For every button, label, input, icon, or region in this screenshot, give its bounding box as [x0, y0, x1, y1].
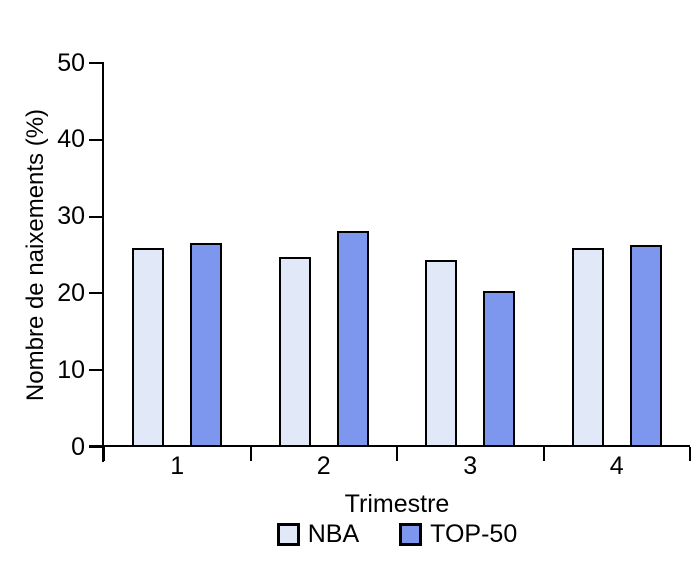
y-tick-label: 50: [57, 48, 85, 77]
y-tick-label: 10: [57, 355, 85, 384]
x-category-label: 2: [316, 452, 331, 480]
y-tick-mark: [89, 369, 104, 372]
y-tick-label: 0: [71, 432, 85, 461]
y-tick-label: 20: [57, 278, 85, 307]
y-tick-mark: [89, 446, 104, 448]
legend-label: TOP-50: [430, 520, 518, 548]
bar-top-50-trimestre-2: [336, 231, 369, 447]
bar-nba-trimestre-3: [425, 259, 458, 447]
x-category-label: 3: [463, 452, 478, 480]
x-category-label: 1: [170, 452, 185, 480]
y-tick-label: 30: [57, 202, 85, 231]
bar-nba-trimestre-4: [571, 248, 604, 447]
y-tick-mark: [89, 62, 104, 64]
y-axis-line: [102, 63, 104, 462]
y-tick-label: 40: [57, 125, 85, 154]
y-tick-mark: [89, 138, 104, 141]
bar-nba-trimestre-2: [278, 256, 311, 447]
bar-top-50-trimestre-1: [190, 242, 223, 447]
legend-label: NBA: [307, 520, 360, 548]
y-tick-mark: [89, 292, 104, 295]
bar-nba-trimestre-1: [132, 248, 165, 447]
y-tick-mark: [89, 215, 104, 218]
x-tick-mark: [396, 447, 398, 461]
x-axis-title: Trimestre: [344, 490, 450, 518]
x-tick-mark: [249, 447, 252, 461]
legend-item-top-50: TOP-50: [399, 520, 517, 549]
legend-swatch-nba: [276, 523, 300, 546]
x-tick-mark: [103, 447, 105, 461]
legend: NBA TOP-50: [104, 520, 690, 549]
legend-item-nba: NBA: [276, 520, 360, 549]
x-tick-mark: [689, 447, 691, 461]
legend-swatch-top-50: [399, 523, 423, 546]
x-category-label: 4: [609, 452, 624, 480]
bar-top-50-trimestre-3: [483, 291, 516, 447]
bar-top-50-trimestre-4: [629, 245, 662, 447]
x-axis-line: [89, 445, 690, 447]
x-tick-mark: [542, 447, 545, 461]
